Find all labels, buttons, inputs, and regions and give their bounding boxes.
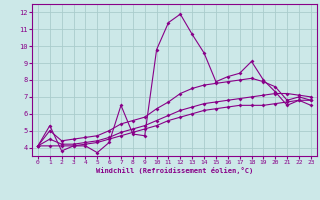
X-axis label: Windchill (Refroidissement éolien,°C): Windchill (Refroidissement éolien,°C) — [96, 167, 253, 174]
